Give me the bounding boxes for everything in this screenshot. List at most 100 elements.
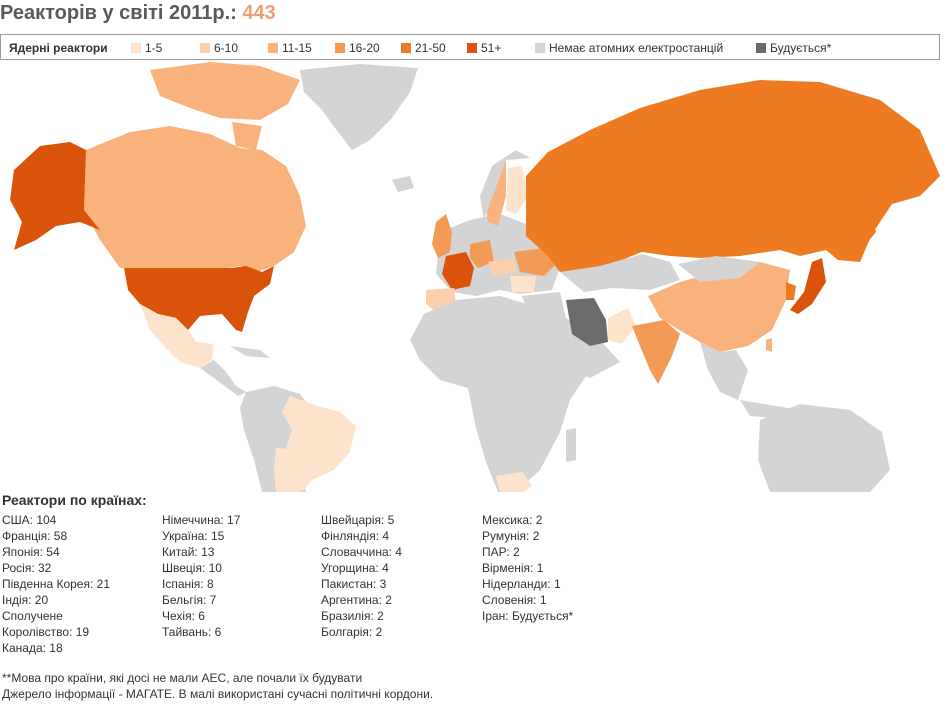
country-entry: Словаччина: 4 xyxy=(321,545,402,559)
country-entry: ПАР: 2 xyxy=(482,545,520,559)
country-china xyxy=(648,262,790,352)
legend-item-21-50: 21-50 xyxy=(401,41,446,55)
world-map xyxy=(10,62,940,492)
countries-heading: Реактори по країнах: xyxy=(2,492,147,508)
country-entry: Індія: 20 xyxy=(2,593,49,607)
legend-label: Немає атомних електростанцій xyxy=(549,41,724,55)
country-russia-east xyxy=(852,176,876,244)
footnote-construction: **Мова про країни, які досі не мали АЕС,… xyxy=(2,671,363,685)
country-usa xyxy=(124,266,274,332)
legend-label: Будується* xyxy=(770,41,832,55)
country-germany xyxy=(470,240,494,268)
country-taiwan xyxy=(766,338,772,352)
country-entry: Сполучене xyxy=(2,609,63,623)
country-norway xyxy=(480,150,530,220)
country-russia xyxy=(526,80,940,272)
legend-item-16-20: 16-20 xyxy=(335,41,380,55)
country-entry: Швейцарія: 5 xyxy=(321,513,395,527)
country-iran xyxy=(566,298,608,346)
country-balkans xyxy=(510,276,536,292)
legend-swatch xyxy=(131,43,141,53)
country-entry: Мексика: 2 xyxy=(482,513,543,527)
country-entry: Швеція: 10 xyxy=(162,561,222,575)
reactor-total: 443 xyxy=(242,2,276,24)
country-central-europe xyxy=(488,258,516,276)
region-middle-east xyxy=(522,292,620,378)
legend-swatch xyxy=(335,43,345,53)
country-argentina xyxy=(274,448,306,492)
country-finland xyxy=(506,166,528,214)
country-entry: Угорщина: 4 xyxy=(321,561,389,575)
legend-title: Ядерні реактори xyxy=(9,41,108,55)
country-entry: Фінляндія: 4 xyxy=(321,529,390,543)
country-france xyxy=(442,252,474,290)
legend-label: 51+ xyxy=(481,41,502,55)
country-pakistan xyxy=(608,308,636,344)
countries-column-3: Швейцарія: 5 Фінляндія: 4 Словаччина: 4 … xyxy=(321,512,402,640)
country-entry: Росія: 32 xyxy=(2,561,52,575)
country-entry: Вірменія: 1 xyxy=(482,561,544,575)
region-central-america xyxy=(200,360,246,396)
country-entry: Пакистан: 3 xyxy=(321,577,387,591)
legend-label: 6-10 xyxy=(214,41,239,55)
region-africa xyxy=(410,296,586,492)
country-greenland xyxy=(300,64,418,150)
country-uk xyxy=(432,214,452,258)
legend-item-11-15: 11-15 xyxy=(268,41,312,55)
country-mexico xyxy=(140,304,214,368)
legend-item-6-10: 6-10 xyxy=(200,41,238,55)
country-entry: Канада: 18 xyxy=(2,641,63,655)
legend-item-building: Будується* xyxy=(756,41,831,55)
country-iceland xyxy=(392,176,414,192)
country-canada-islands xyxy=(150,62,300,150)
country-entry: Чехія: 6 xyxy=(162,609,205,623)
country-entry: Китай: 13 xyxy=(162,545,215,559)
country-entry: Франція: 58 xyxy=(2,529,68,543)
map-legend: Ядерні реактори 1-5 6-10 11-15 16-20 21-… xyxy=(0,34,940,60)
legend-swatch xyxy=(401,43,411,53)
country-entry: США: 104 xyxy=(2,513,57,527)
legend-item-51plus: 51+ xyxy=(467,41,501,55)
region-se-asia xyxy=(700,342,800,420)
footnote-source: Джерело інформації - МАГАТЕ. В малі вико… xyxy=(2,687,434,701)
title-text: Реакторів у світі 2011р.: xyxy=(0,2,237,24)
country-entry: Словенія: 1 xyxy=(482,593,547,607)
country-entry: Болгарія: 2 xyxy=(321,625,383,639)
countries-column-1: США: 104 Франція: 58 Японія: 54 Росія: 3… xyxy=(2,512,110,656)
country-japan xyxy=(790,258,826,314)
region-central-asia xyxy=(560,254,680,292)
country-entry: Румунія: 2 xyxy=(482,529,540,543)
country-mongolia xyxy=(678,256,760,282)
countries-column-2: Німеччина: 17 Україна: 15 Китай: 13 Швец… xyxy=(162,512,240,640)
country-entry: Королівство: 19 xyxy=(2,625,90,639)
country-india xyxy=(632,320,680,384)
country-entry: Аргентина: 2 xyxy=(321,593,392,607)
region-caribbean xyxy=(230,346,270,358)
legend-swatch xyxy=(756,43,766,53)
page-title: Реакторів у світі 2011р.: 443 xyxy=(0,2,276,25)
country-south-korea xyxy=(786,282,796,300)
country-entry: Іран: Будується* xyxy=(482,609,574,623)
legend-label: 16-20 xyxy=(349,41,380,55)
legend-swatch xyxy=(200,43,210,53)
country-canada xyxy=(84,126,306,272)
legend-swatch xyxy=(467,43,477,53)
country-entry: Іспанія: 8 xyxy=(162,577,214,591)
country-ukraine xyxy=(514,248,556,276)
legend-label: 1-5 xyxy=(145,41,163,55)
country-entry: Україна: 15 xyxy=(162,529,225,543)
countries-column-4: Мексика: 2 Румунія: 2 ПАР: 2 Вірменія: 1… xyxy=(482,512,573,624)
country-entry: Південна Корея: 21 xyxy=(2,577,110,591)
legend-item-no-npp: Немає атомних електростанцій xyxy=(535,41,723,55)
country-entry: Бразилія: 2 xyxy=(321,609,384,623)
country-entry: Бельгія: 7 xyxy=(162,593,217,607)
country-alaska xyxy=(10,142,100,250)
legend-swatch xyxy=(268,43,278,53)
legend-label: 21-50 xyxy=(415,41,446,55)
country-madagascar xyxy=(566,428,576,462)
legend-label: 11-15 xyxy=(282,41,312,55)
country-entry: Японія: 54 xyxy=(2,545,60,559)
legend-swatch xyxy=(535,43,545,53)
country-entry: Тайвань: 6 xyxy=(162,625,222,639)
country-australia xyxy=(758,404,890,492)
